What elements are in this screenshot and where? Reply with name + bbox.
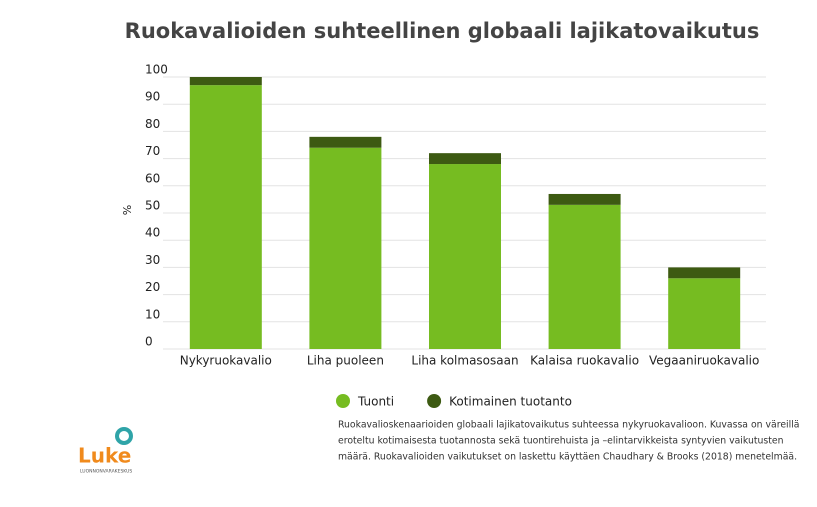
caption-line: määrä. Ruokavalioiden vaikutukset on las… bbox=[338, 452, 797, 463]
bar-segment bbox=[548, 193, 621, 205]
legend-label: Kotimainen tuotanto bbox=[449, 395, 572, 409]
logo-bubble-inner bbox=[119, 431, 129, 441]
logo: Luke LUONNONVARAKESKUS bbox=[78, 427, 133, 475]
x-tick-label: Liha kolmasosaan bbox=[411, 354, 518, 368]
y-axis-label: % bbox=[121, 205, 134, 215]
y-tick-label: 40 bbox=[145, 226, 160, 240]
bar-segment bbox=[668, 278, 741, 349]
bar-segment bbox=[429, 153, 501, 165]
bar-segment bbox=[668, 267, 741, 279]
y-tick-label: 60 bbox=[145, 171, 160, 185]
bar-segment bbox=[189, 77, 262, 86]
y-tick-label: 0 bbox=[145, 335, 153, 349]
y-tick-label: 100 bbox=[145, 63, 168, 77]
legend-label: Tuonti bbox=[357, 395, 394, 409]
caption-line: eroteltu kotimaisesta tuotannosta sekä t… bbox=[338, 436, 784, 447]
y-tick-label: 20 bbox=[145, 280, 160, 294]
bar-segment bbox=[548, 204, 621, 349]
y-tick-label: 10 bbox=[145, 307, 160, 321]
y-tick-label: 90 bbox=[145, 90, 160, 104]
chart-title: Ruokavalioiden suhteellinen globaali laj… bbox=[125, 19, 760, 43]
bar-segment bbox=[309, 147, 382, 349]
x-tick-label: Vegaaniruokavalio bbox=[649, 354, 759, 368]
caption-line: Ruokavalioskenaarioiden globaali lajikat… bbox=[338, 420, 799, 431]
x-tick-label: Liha puoleen bbox=[307, 354, 384, 368]
legend-swatch bbox=[427, 394, 442, 408]
y-tick-label: 80 bbox=[145, 117, 160, 131]
logo-name: Luke bbox=[78, 444, 131, 468]
legend-swatch bbox=[336, 394, 350, 408]
y-tick-label: 50 bbox=[145, 199, 160, 213]
bar-segment bbox=[189, 85, 262, 349]
bar-segment bbox=[429, 164, 501, 349]
bar-segment bbox=[309, 136, 382, 148]
y-tick-label: 70 bbox=[145, 144, 160, 158]
x-tick-label: Kalaisa ruokavalio bbox=[530, 354, 639, 368]
x-tick-label: Nykyruokavalio bbox=[180, 354, 272, 368]
y-tick-label: 30 bbox=[145, 253, 160, 267]
logo-subtitle: LUONNONVARAKESKUS bbox=[80, 469, 132, 475]
